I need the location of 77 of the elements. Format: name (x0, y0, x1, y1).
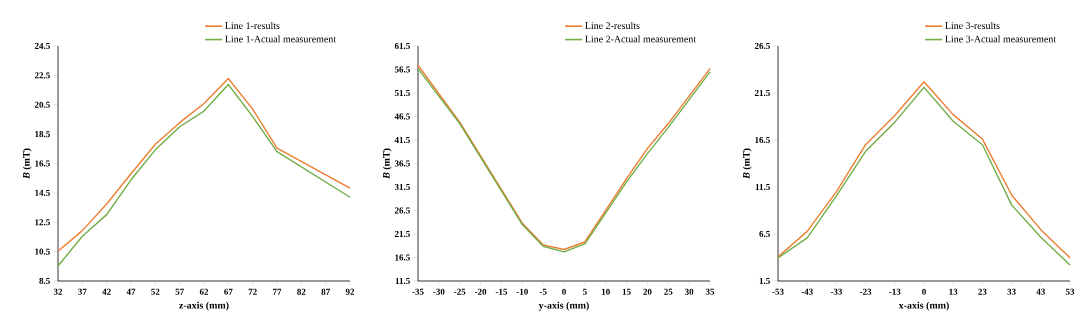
x-tick-label: 77 (273, 288, 282, 295)
x-axis-title: z-axis (mm) (179, 301, 229, 311)
x-tick-label: 62 (199, 288, 209, 295)
y-axis-title: B (mT) (382, 148, 392, 179)
x-tick-label: 23 (978, 288, 987, 295)
legend-label: Line 2-Actual measurement (585, 35, 697, 43)
x-tick-label: -20 (474, 288, 487, 295)
x-tick-label: -5 (539, 288, 547, 295)
x-tick-label: 20 (643, 288, 652, 295)
x-tick-label: 0 (922, 288, 926, 295)
x-tick-label: -23 (859, 288, 872, 295)
x-tick-label: 87 (321, 288, 330, 295)
y-tick-label: 10.5 (35, 248, 50, 255)
y-tick-label: 20.5 (34, 101, 50, 108)
x-tick-label: -10 (516, 288, 528, 295)
x-tick-label: 57 (175, 288, 184, 295)
y-tick-label: 46.5 (394, 113, 410, 120)
y-tick-label: 31.5 (394, 183, 410, 191)
y-tick-label: 11.5 (755, 183, 770, 191)
legend-label: Line 1-results (225, 21, 280, 29)
y-tick-label: 18.5 (35, 131, 50, 138)
y-tick-label: 21.5 (754, 89, 770, 97)
y-tick-label: 6.5 (759, 230, 770, 238)
x-tick-label: 13 (949, 288, 958, 295)
y-tick-label: 51.5 (394, 89, 410, 97)
x-tick-label: 72 (248, 288, 257, 295)
x-tick-label: 0 (562, 288, 566, 295)
y-tick-label: 14.5 (35, 189, 50, 196)
y-tick-label: 11.5 (395, 277, 410, 285)
x-tick-label: 35 (705, 288, 715, 295)
legend-label: Line 3-results (945, 21, 1000, 29)
x-tick-label: 15 (622, 288, 631, 295)
y-tick-label: 26.5 (754, 42, 770, 50)
y-axis-title: B (mT) (742, 148, 752, 179)
x-tick-label: 52 (151, 288, 160, 295)
x-tick-label: 47 (126, 288, 136, 295)
x-tick-label: 67 (224, 288, 233, 295)
y-axis-title: B (mT) (22, 148, 32, 179)
y-tick-label: 12.5 (35, 219, 50, 226)
x-tick-label: 53 (1065, 288, 1075, 295)
y-tick-label: 56.5 (394, 66, 410, 73)
y-tick-label: 8.5 (39, 277, 50, 285)
y-tick-label: 24.5 (34, 42, 50, 50)
x-tick-label: 33 (1007, 288, 1016, 295)
x-tick-label: 37 (78, 288, 87, 295)
x-tick-label: 43 (1036, 288, 1045, 295)
legend-label: Line 3-Actual measurement (945, 35, 1057, 43)
y-tick-label: 21.5 (394, 230, 410, 238)
y-tick-label: 41.5 (394, 136, 410, 144)
y-tick-label: 16.5 (755, 136, 770, 144)
y-tick-label: 36.5 (394, 160, 410, 167)
x-tick-label: 92 (345, 288, 355, 295)
legend-label: Line 1-Actual measurement (225, 35, 337, 43)
x-tick-label: -13 (889, 288, 901, 295)
y-tick-label: 16.5 (35, 160, 50, 167)
y-tick-label: 26.5 (394, 207, 410, 214)
x-tick-label: -30 (433, 288, 445, 295)
x-axis-title: y-axis (mm) (538, 301, 589, 311)
y-tick-label: 61.5 (394, 42, 410, 50)
x-tick-label: 32 (53, 288, 63, 295)
legend-label: Line 2-results (585, 21, 640, 29)
x-tick-label: -15 (495, 288, 508, 295)
y-tick-label: 1.5 (759, 277, 770, 285)
x-tick-label: 25 (664, 288, 673, 295)
x-axis-title: x-axis (mm) (898, 301, 949, 311)
x-tick-label: -43 (801, 288, 813, 295)
x-tick-label: 82 (297, 288, 306, 295)
x-tick-label: 10 (601, 288, 610, 295)
x-tick-label: -35 (412, 288, 424, 295)
y-tick-label: 22.5 (34, 72, 50, 79)
y-tick-label: 16.5 (395, 254, 410, 261)
x-tick-label: 42 (102, 288, 111, 295)
x-tick-label: 5 (582, 288, 587, 295)
x-tick-label: 30 (685, 288, 694, 295)
x-tick-label: -25 (454, 288, 466, 295)
x-tick-label: -33 (830, 288, 843, 295)
x-tick-label: -53 (772, 288, 784, 295)
